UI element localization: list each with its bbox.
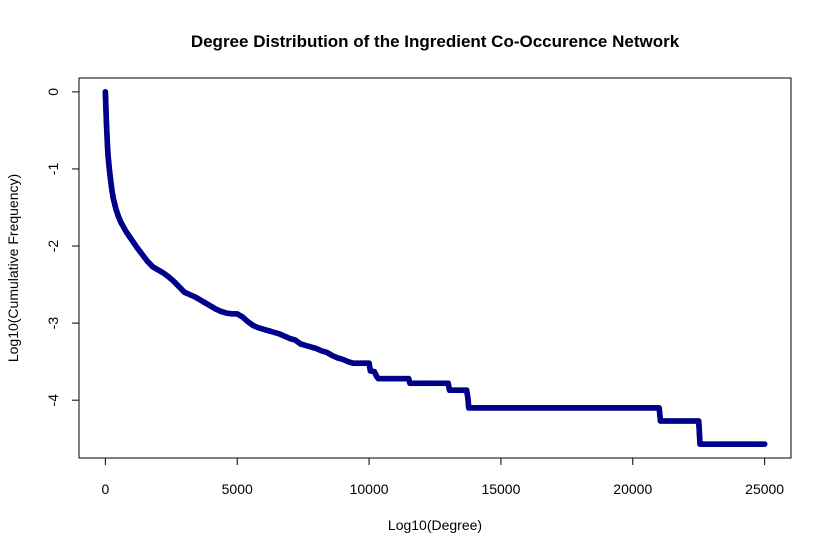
x-tick-label: 25000 xyxy=(745,481,784,497)
x-axis: 0 5000 10000 15000 20000 25000 xyxy=(101,457,784,497)
y-tick-label: -4 xyxy=(45,394,61,407)
x-tick-label: 0 xyxy=(101,481,109,497)
x-tick-label: 20000 xyxy=(613,481,652,497)
y-tick-label: -3 xyxy=(45,317,61,330)
x-tick-label: 10000 xyxy=(350,481,389,497)
data-points xyxy=(102,88,768,448)
chart-title: Degree Distribution of the Ingredient Co… xyxy=(191,32,680,51)
data-point xyxy=(761,441,768,448)
y-tick-label: -2 xyxy=(45,240,61,253)
x-axis-label: Log10(Degree) xyxy=(388,517,482,533)
x-tick-label: 5000 xyxy=(222,481,253,497)
y-tick-label: -1 xyxy=(45,163,61,176)
y-axis-label: Log10(Cumulative Frequency) xyxy=(5,174,21,362)
plot-frame xyxy=(78,77,792,459)
y-axis: 0 -1 -2 -3 -4 xyxy=(45,88,80,407)
y-tick-label: 0 xyxy=(45,88,61,96)
x-tick-label: 15000 xyxy=(481,481,520,497)
